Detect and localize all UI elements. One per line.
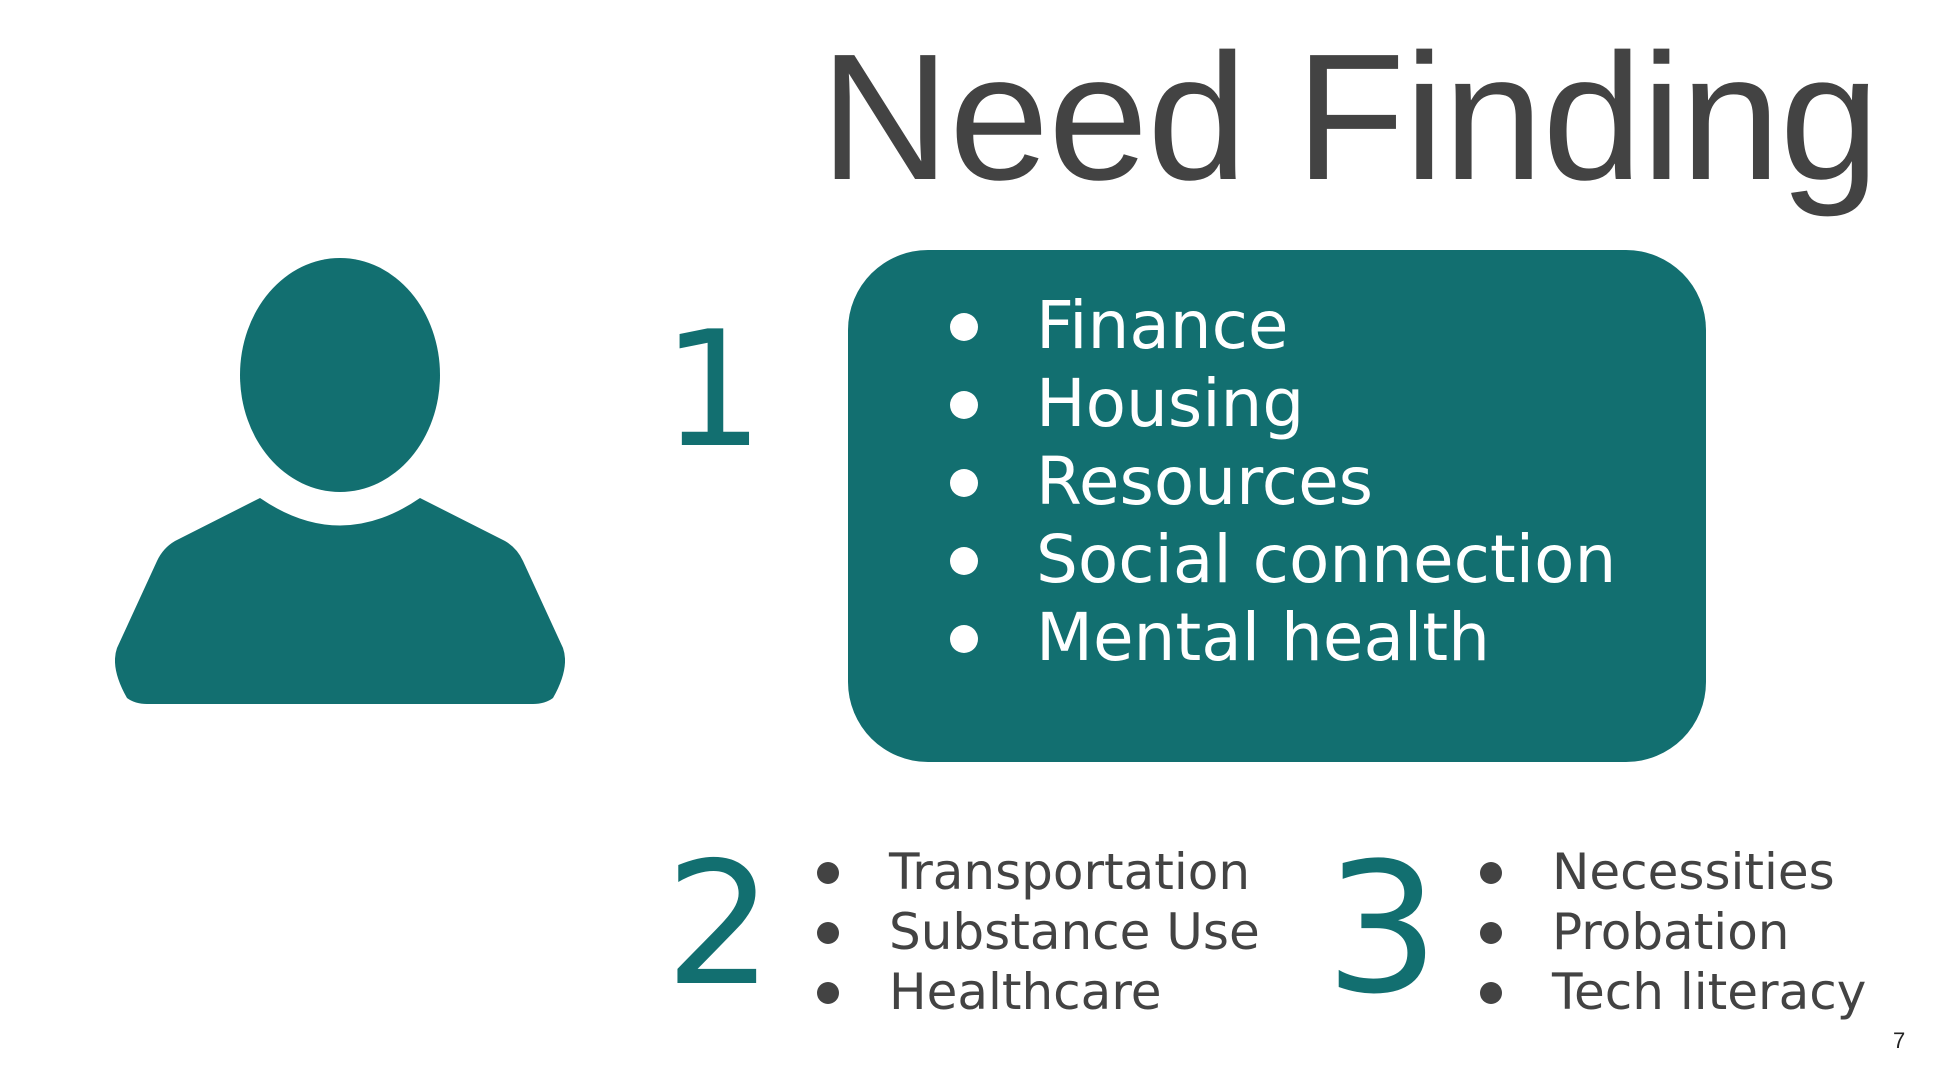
bullet-icon (950, 625, 978, 653)
list-item: Housing (950, 365, 1616, 443)
group-1-box: Finance Housing Resources Social connect… (848, 250, 1706, 762)
list-item-label: Probation (1552, 903, 1790, 961)
list-item: Mental health (950, 599, 1616, 677)
bullet-icon (817, 862, 839, 884)
bullet-icon (817, 922, 839, 944)
bullet-icon (950, 469, 978, 497)
list-item-label: Resources (1036, 443, 1374, 520)
list-item-label: Housing (1036, 365, 1305, 442)
list-item-label: Mental health (1036, 599, 1490, 676)
bullet-icon (950, 391, 978, 419)
list-item-label: Transportation (889, 843, 1251, 901)
list-item: Substance Use (817, 902, 1260, 962)
bullet-icon (1480, 862, 1502, 884)
list-item: Social connection (950, 521, 1616, 599)
group-3-number: 3 (1325, 825, 1440, 1034)
list-item-label: Healthcare (889, 963, 1162, 1021)
bullet-icon (817, 982, 839, 1004)
list-item: Tech literacy (1480, 962, 1866, 1022)
list-item-label: Substance Use (889, 903, 1260, 961)
list-item-label: Tech literacy (1552, 963, 1867, 1021)
person-icon (115, 258, 565, 704)
bullet-icon (950, 313, 978, 341)
list-item-label: Finance (1036, 287, 1289, 364)
group-1-number: 1 (662, 296, 764, 483)
list-item: Resources (950, 443, 1616, 521)
list-item-label: Social connection (1036, 521, 1617, 598)
group-1-list: Finance Housing Resources Social connect… (950, 287, 1616, 677)
group-3-list: Necessities Probation Tech literacy (1480, 842, 1866, 1022)
slide-title: Need Finding (820, 17, 1880, 218)
group-2-number: 2 (665, 826, 774, 1024)
list-item: Finance (950, 287, 1616, 365)
list-item: Probation (1480, 902, 1866, 962)
bullet-icon (950, 547, 978, 575)
list-item-label: Necessities (1552, 843, 1835, 901)
list-item: Transportation (817, 842, 1260, 902)
bullet-icon (1480, 922, 1502, 944)
list-item: Necessities (1480, 842, 1866, 902)
group-2-list: Transportation Substance Use Healthcare (817, 842, 1260, 1022)
page-number: 7 (1893, 1028, 1906, 1053)
list-item: Healthcare (817, 962, 1260, 1022)
bullet-icon (1480, 982, 1502, 1004)
